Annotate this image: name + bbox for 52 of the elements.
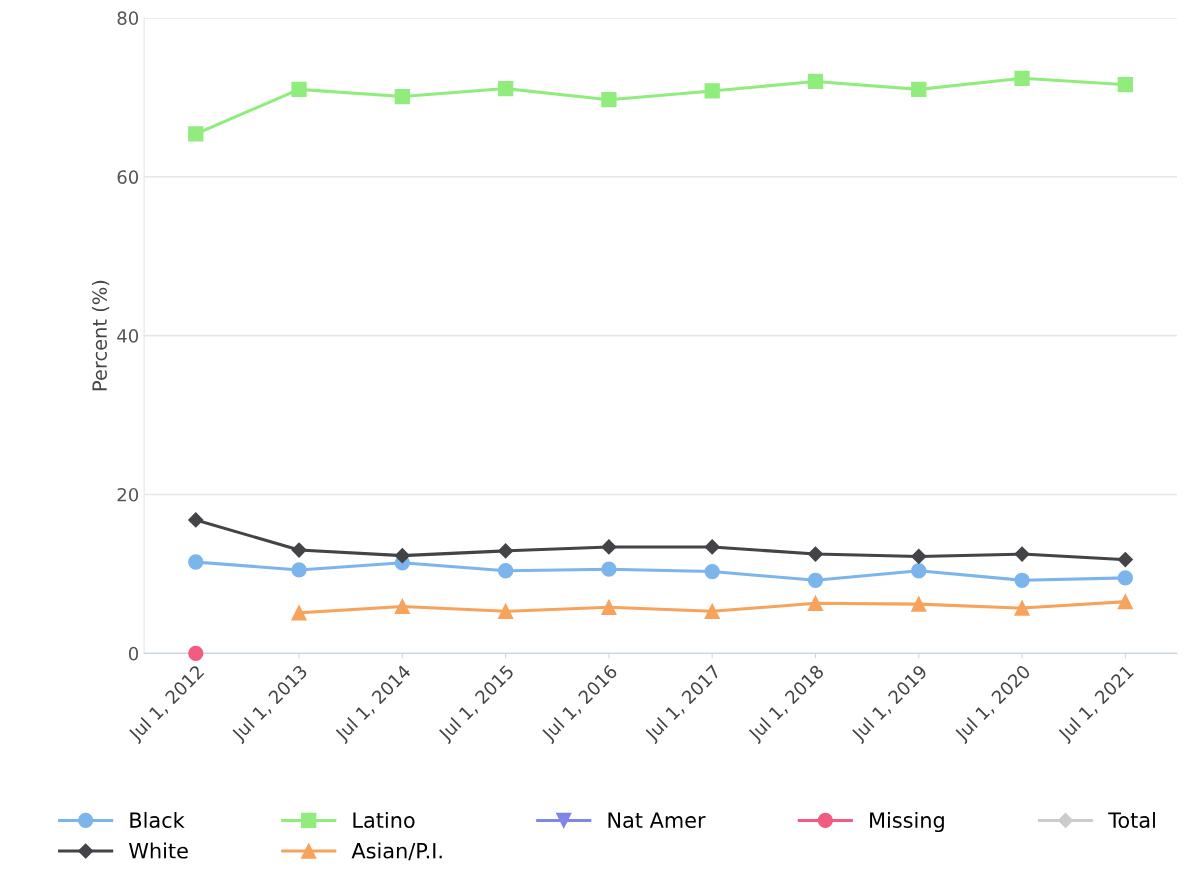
point xyxy=(911,563,927,579)
point xyxy=(291,605,307,621)
y-tick-label: 20 xyxy=(117,487,139,502)
point xyxy=(807,595,824,611)
y-tick-label: 0 xyxy=(128,646,139,661)
point xyxy=(188,645,204,661)
legend-label: White xyxy=(129,842,188,859)
point xyxy=(807,546,824,562)
point xyxy=(704,539,720,555)
point xyxy=(704,563,720,580)
point xyxy=(807,73,824,90)
point xyxy=(394,88,410,105)
point xyxy=(1117,552,1133,568)
y-tick-label: 40 xyxy=(117,329,139,343)
point xyxy=(1014,600,1030,616)
point xyxy=(807,572,824,588)
point xyxy=(1014,546,1030,562)
point xyxy=(911,596,927,612)
y-axis-title: Percent (%) xyxy=(91,280,110,391)
y-tick-label: 60 xyxy=(117,170,139,184)
point xyxy=(188,512,204,528)
point xyxy=(291,562,307,578)
point xyxy=(601,539,617,555)
point xyxy=(704,83,720,99)
legend-label: Total xyxy=(1108,811,1155,829)
legend-label: Black xyxy=(130,811,185,829)
point xyxy=(394,548,410,564)
point xyxy=(1014,572,1030,588)
legend-label: Asian/P.I. xyxy=(351,842,442,861)
point xyxy=(497,603,514,619)
point xyxy=(1117,570,1133,586)
point xyxy=(601,599,617,615)
point xyxy=(498,543,514,559)
point xyxy=(497,563,514,579)
point xyxy=(1014,70,1030,86)
point xyxy=(1117,594,1133,610)
point xyxy=(291,542,307,558)
point xyxy=(291,81,307,98)
point xyxy=(188,126,204,142)
point xyxy=(601,561,617,577)
point xyxy=(188,554,204,570)
point xyxy=(1117,76,1133,93)
point xyxy=(394,598,410,615)
y-tick-label: 80 xyxy=(117,11,139,26)
point xyxy=(497,80,514,97)
point xyxy=(911,81,927,98)
legend-label: Missing xyxy=(870,811,944,833)
legend-label: Nat Amer xyxy=(608,812,706,829)
legend-label: Latino xyxy=(353,811,415,829)
point xyxy=(704,603,720,619)
point xyxy=(601,92,617,108)
point xyxy=(911,548,927,565)
